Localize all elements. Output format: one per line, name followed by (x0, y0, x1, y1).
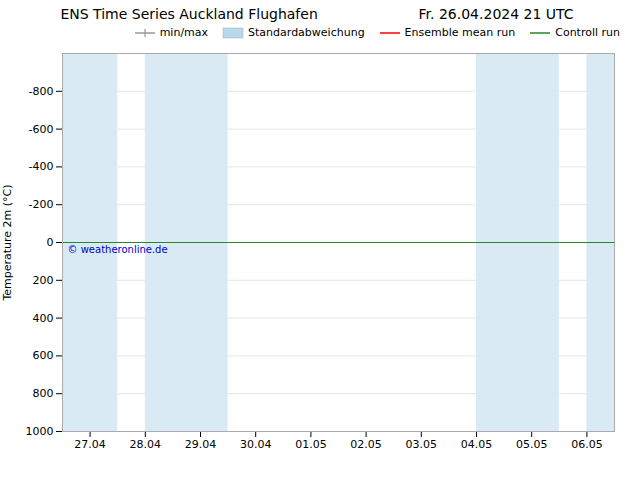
html-text:Controll run: Controll run (555, 26, 620, 39)
svg-text:27.04: 27.04 (74, 438, 106, 451)
svg-text:400: 400 (33, 312, 54, 325)
html-text:Ensemble mean run: Ensemble mean run (404, 26, 516, 39)
svg-text:29.04: 29.04 (185, 438, 217, 451)
svg-text:-400: -400 (29, 160, 54, 173)
svg-text:200: 200 (33, 274, 54, 287)
svg-text:800: 800 (33, 387, 54, 400)
svg-text:-600: -600 (29, 123, 54, 136)
svg-text:01.05: 01.05 (295, 438, 327, 451)
svg-text:04.05: 04.05 (461, 438, 493, 451)
html-text:Standardabweichung: Standardabweichung (248, 26, 365, 39)
svg-text:05.05: 05.05 (516, 438, 548, 451)
svg-text:© weatheronline.de: © weatheronline.de (68, 244, 168, 255)
svg-text:02.05: 02.05 (350, 438, 382, 451)
svg-text:0: 0 (47, 236, 54, 249)
html-text:min/max: min/max (159, 26, 209, 39)
html-text:ENS Time Series Auckland Flugh: ENS Time Series Auckland Flughafen (60, 6, 318, 22)
svg-text:-200: -200 (29, 198, 54, 211)
svg-text:1000: 1000 (26, 425, 54, 438)
svg-text:600: 600 (33, 349, 54, 362)
svg-text:28.04: 28.04 (130, 438, 162, 451)
svg-text:06.05: 06.05 (571, 438, 603, 451)
html-text:Fr. 26.04.2024 21 UTC: Fr. 26.04.2024 21 UTC (418, 6, 574, 22)
svg-text:30.04: 30.04 (240, 438, 272, 451)
svg-text:03.05: 03.05 (406, 438, 438, 451)
svg-text:Temperature 2m (°C): Temperature 2m (°C) (1, 184, 14, 301)
svg-text:-800: -800 (29, 85, 54, 98)
